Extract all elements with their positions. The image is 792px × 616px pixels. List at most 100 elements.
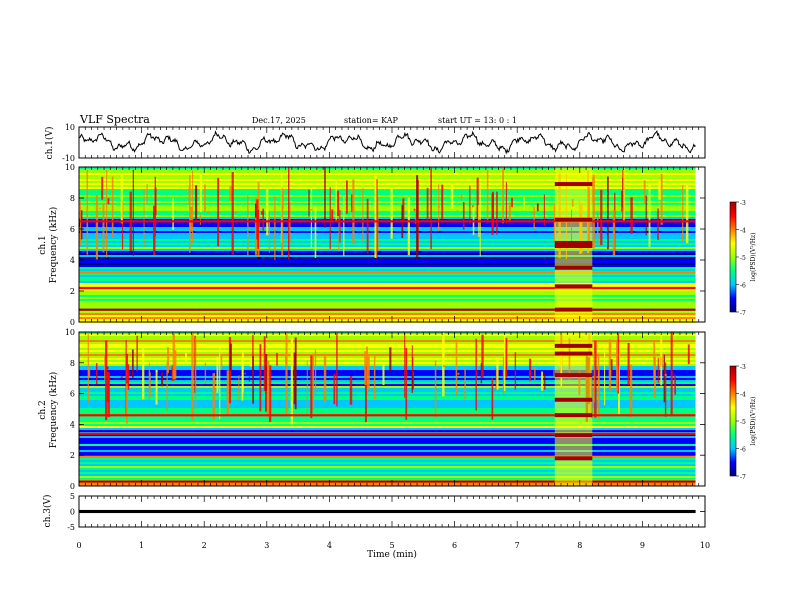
ch1-spectrogram-row — [79, 225, 696, 227]
colorbar-ch2-tick-label: -3 — [740, 364, 746, 371]
ch2-spectrogram-sferic — [496, 357, 499, 390]
ch1-spectrogram-row — [79, 277, 696, 279]
time-tick-label: 0 — [76, 541, 81, 550]
ch1-spectrogram-sferic — [511, 197, 513, 208]
ch1-spectrogram-sferic — [612, 210, 616, 256]
ch1-spectrogram-row — [79, 295, 696, 297]
ch1-spectrogram-sferic — [217, 177, 220, 247]
ch1-spectrogram-row — [79, 257, 696, 259]
ch3-waveform-ytick-label: -5 — [67, 523, 75, 532]
ch1-spectrogram-sferic — [111, 176, 114, 238]
colorbar-ch1-tick-label: -6 — [740, 283, 746, 290]
ch2-spectrogram-row — [79, 434, 696, 436]
ch2-spectrogram-sferic — [349, 375, 353, 405]
ch2-spectrogram-burst-line — [554, 343, 593, 348]
ch2-spectrogram-row — [79, 464, 696, 466]
ch2-spectrogram-row — [79, 440, 696, 442]
ch2-spectrogram-row — [79, 336, 696, 338]
colorbar-ch1: -3 -4 -5 -6 -7 log(PSD)(V²/Hz) — [729, 200, 757, 317]
ch1-spectrogram-sferic — [469, 185, 471, 225]
ch2-spectrogram-sferic — [598, 365, 600, 420]
ch2-spectrogram-narrowband-line — [79, 455, 696, 458]
ch1-spectrogram-sferic — [460, 194, 463, 201]
ch2-spectrogram-sferic — [252, 355, 254, 404]
ch2-spectrogram-row — [79, 450, 696, 452]
ch2-spectrogram-row — [79, 352, 696, 354]
ch2-spectrogram-sferic — [241, 350, 244, 393]
ch2-spectrogram-sferic — [687, 344, 690, 365]
ch1-spectrogram-row — [79, 195, 696, 197]
ch1-spectrogram-sferic — [658, 180, 661, 200]
ch1-spectrogram-sferic — [536, 203, 539, 212]
ch2-spectrogram-row — [79, 484, 696, 486]
ch1-spectrogram-sferic — [496, 191, 498, 235]
ch2-spectrogram-row — [79, 390, 696, 392]
ch2-spectrogram-sferic — [284, 355, 288, 365]
ch2-spectrogram-sferic — [120, 376, 123, 379]
ch1-spectrogram-sferic — [486, 169, 489, 220]
ch1-spectrogram-sferic — [254, 198, 258, 255]
ch2-spectrogram-row — [79, 446, 696, 448]
ch2-spectrogram-sferic — [502, 357, 505, 395]
colorbar-ch2-tick-label: -5 — [740, 419, 746, 426]
ch2-spectrogram-sferic — [161, 371, 164, 387]
ch2-spectrogram-sferic — [107, 373, 110, 418]
ch1-spectrogram-row — [79, 253, 696, 255]
ch1-spectrogram-sferic — [310, 187, 313, 248]
time-tick-label: 9 — [640, 541, 645, 550]
ch2-spectrogram-row — [79, 420, 696, 422]
ch2-spectrogram-row — [79, 382, 696, 384]
colorbar-ch2: -3 -4 -5 -6 -7 log(PSD)(V²/Hz) — [729, 364, 757, 481]
ch1-spectrogram-row — [79, 307, 696, 309]
ch2-spectrogram-row — [79, 364, 696, 366]
time-tick-label: 7 — [515, 541, 520, 550]
ch2-spectrogram-sferic — [238, 375, 240, 401]
ch1-spectrogram-row — [79, 179, 696, 181]
time-tick-label: 10 — [700, 541, 710, 550]
ch1-spectrogram-row — [79, 265, 696, 267]
ch1-spectrogram-sferic — [288, 167, 290, 259]
ch1-spectrogram-row — [79, 283, 696, 285]
ch1-spectrogram-row — [79, 185, 696, 187]
ch1-spectrogram-row — [79, 199, 696, 201]
ch2-spectrogram-row — [79, 430, 696, 432]
ch2-spectrogram-row — [79, 362, 696, 364]
ch1-spectrogram-row — [79, 167, 696, 169]
ch2-spectrogram-sferic — [382, 362, 385, 386]
time-tick-label: 3 — [264, 541, 269, 550]
ch2-spectrogram-sferic — [259, 344, 262, 412]
ch1-spectrogram-sferic — [491, 193, 494, 235]
ch2-spectrogram-sferic — [248, 376, 251, 382]
ch2-spectrogram-sferic — [617, 333, 620, 394]
ch2-spectrogram-sferic — [239, 374, 241, 377]
ch3-waveform-ytick-label: 0 — [70, 508, 75, 517]
ch2-spectrogram-sferic — [148, 362, 150, 401]
ch1-spectrogram-row — [79, 263, 696, 265]
ch2-spectrogram-ytick-label: 10 — [65, 328, 75, 337]
ch1-spectrogram-sferic — [502, 167, 505, 224]
ch2-spectrogram-row — [79, 410, 696, 412]
ch2-spectrogram-row — [79, 402, 696, 404]
ch1-spectrogram-row — [79, 313, 696, 315]
colorbar-ch2-bar — [729, 365, 737, 477]
ch2-spectrogram-sferic — [266, 360, 270, 418]
ch2-spectrogram-row — [79, 376, 696, 378]
ch3-waveform-ytick-label: 5 — [70, 492, 75, 501]
ch1-spectrogram-row — [79, 247, 696, 249]
colorbar-ch1-tick-label: -4 — [740, 228, 746, 235]
ch1-spectrogram-sferic — [194, 185, 198, 221]
ch2-spectrogram-row — [79, 418, 696, 420]
ch1-spectrogram-sferic — [189, 175, 191, 253]
ch2-spectrogram-sferic — [670, 332, 673, 417]
ch1-spectrogram-sferic — [645, 195, 647, 236]
ch1-spectrogram-sferic — [106, 169, 108, 258]
ch1-spectrogram-ytick-label: 2 — [70, 287, 75, 296]
ch1-spectrogram-sferic — [657, 208, 659, 241]
ch1-spectrogram-row — [79, 211, 696, 213]
ch1-spectrogram-sferic — [143, 188, 145, 247]
ch1-spectrogram-sferic — [207, 212, 209, 215]
ch1-spectrogram-ytick-label: 0 — [70, 318, 75, 327]
ch1-waveform-ytick-label: -10 — [62, 154, 75, 163]
ch1-spectrogram-row — [79, 311, 696, 313]
